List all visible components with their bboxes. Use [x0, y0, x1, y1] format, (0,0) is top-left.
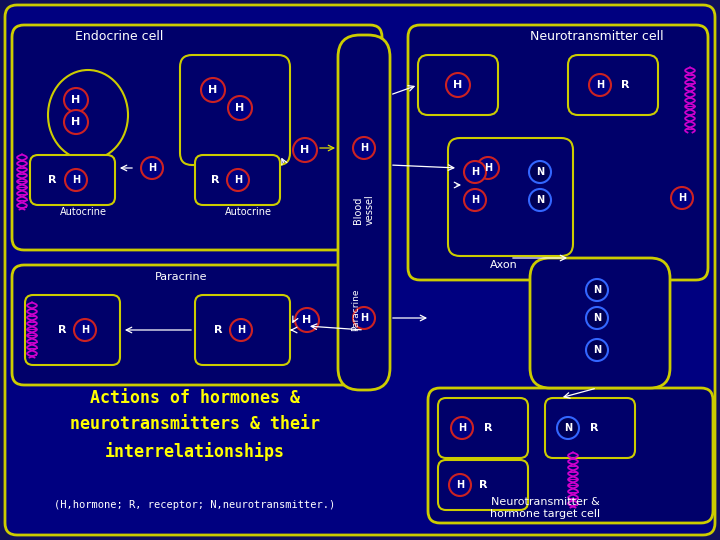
Text: (H,hormone; R, receptor; N,neurotransmitter.): (H,hormone; R, receptor; N,neurotransmit…: [55, 500, 336, 510]
Circle shape: [451, 417, 473, 439]
Text: H: H: [360, 143, 368, 153]
Text: H: H: [72, 175, 80, 185]
Text: Actions of hormones &
neurotransmitters & their
interrelationships: Actions of hormones & neurotransmitters …: [70, 389, 320, 461]
FancyBboxPatch shape: [25, 295, 120, 365]
Text: H: H: [81, 325, 89, 335]
Text: H: H: [471, 195, 479, 205]
Circle shape: [74, 319, 96, 341]
Text: Neurotransmitter &
hormone target cell: Neurotransmitter & hormone target cell: [490, 497, 600, 519]
FancyBboxPatch shape: [195, 155, 280, 205]
Text: N: N: [536, 195, 544, 205]
Text: Axon: Axon: [490, 260, 518, 270]
Circle shape: [464, 161, 486, 183]
FancyBboxPatch shape: [30, 155, 115, 205]
Text: R: R: [214, 325, 222, 335]
Circle shape: [201, 78, 225, 102]
Text: Paracrine: Paracrine: [351, 289, 361, 331]
Text: H: H: [471, 167, 479, 177]
Circle shape: [586, 307, 608, 329]
FancyBboxPatch shape: [438, 398, 528, 458]
Text: Paracrine: Paracrine: [155, 272, 207, 282]
FancyBboxPatch shape: [12, 25, 382, 250]
Circle shape: [557, 417, 579, 439]
FancyBboxPatch shape: [338, 35, 390, 390]
Circle shape: [64, 110, 88, 134]
Text: H: H: [456, 480, 464, 490]
Text: H: H: [71, 95, 81, 105]
Text: R: R: [590, 423, 598, 433]
Circle shape: [227, 169, 249, 191]
FancyBboxPatch shape: [418, 55, 498, 115]
Text: R: R: [621, 80, 629, 90]
Circle shape: [64, 88, 88, 112]
Circle shape: [353, 307, 375, 329]
Circle shape: [230, 319, 252, 341]
Text: H: H: [234, 175, 242, 185]
Circle shape: [65, 169, 87, 191]
FancyBboxPatch shape: [180, 55, 290, 165]
Circle shape: [477, 157, 499, 179]
Circle shape: [295, 308, 319, 332]
Text: Neurotransmitter cell: Neurotransmitter cell: [530, 30, 664, 43]
Circle shape: [353, 137, 375, 159]
Text: N: N: [593, 285, 601, 295]
Circle shape: [464, 189, 486, 211]
FancyBboxPatch shape: [428, 388, 713, 523]
Circle shape: [589, 74, 611, 96]
Text: H: H: [360, 313, 368, 323]
Circle shape: [449, 474, 471, 496]
FancyBboxPatch shape: [12, 265, 382, 385]
Text: N: N: [564, 423, 572, 433]
FancyBboxPatch shape: [448, 138, 573, 256]
Text: H: H: [678, 193, 686, 203]
FancyBboxPatch shape: [408, 25, 708, 280]
Text: H: H: [237, 325, 245, 335]
Text: Endocrine cell: Endocrine cell: [75, 30, 163, 43]
Text: N: N: [593, 313, 601, 323]
Text: H: H: [71, 117, 81, 127]
Text: H: H: [302, 315, 312, 325]
Circle shape: [293, 138, 317, 162]
Text: H: H: [484, 163, 492, 173]
Text: R: R: [484, 423, 492, 433]
Circle shape: [529, 189, 551, 211]
Ellipse shape: [48, 70, 128, 160]
Circle shape: [529, 161, 551, 183]
Circle shape: [228, 96, 252, 120]
Circle shape: [446, 73, 470, 97]
Text: N: N: [536, 167, 544, 177]
Text: Blood
vessel: Blood vessel: [354, 194, 375, 225]
Text: N: N: [593, 345, 601, 355]
Text: R: R: [479, 480, 487, 490]
Text: R: R: [58, 325, 66, 335]
Text: H: H: [148, 163, 156, 173]
Text: R: R: [48, 175, 56, 185]
Text: Autocrine: Autocrine: [60, 207, 107, 217]
FancyBboxPatch shape: [195, 295, 290, 365]
Text: H: H: [235, 103, 245, 113]
Text: H: H: [300, 145, 310, 155]
Text: H: H: [458, 423, 466, 433]
FancyBboxPatch shape: [568, 55, 658, 115]
Circle shape: [586, 339, 608, 361]
Circle shape: [671, 187, 693, 209]
Text: H: H: [596, 80, 604, 90]
FancyBboxPatch shape: [545, 398, 635, 458]
Text: H: H: [454, 80, 463, 90]
Circle shape: [586, 279, 608, 301]
Text: Autocrine: Autocrine: [225, 207, 272, 217]
Text: H: H: [208, 85, 217, 95]
FancyBboxPatch shape: [530, 258, 670, 388]
Circle shape: [141, 157, 163, 179]
FancyBboxPatch shape: [5, 5, 715, 535]
Text: R: R: [211, 175, 220, 185]
FancyBboxPatch shape: [438, 460, 528, 510]
